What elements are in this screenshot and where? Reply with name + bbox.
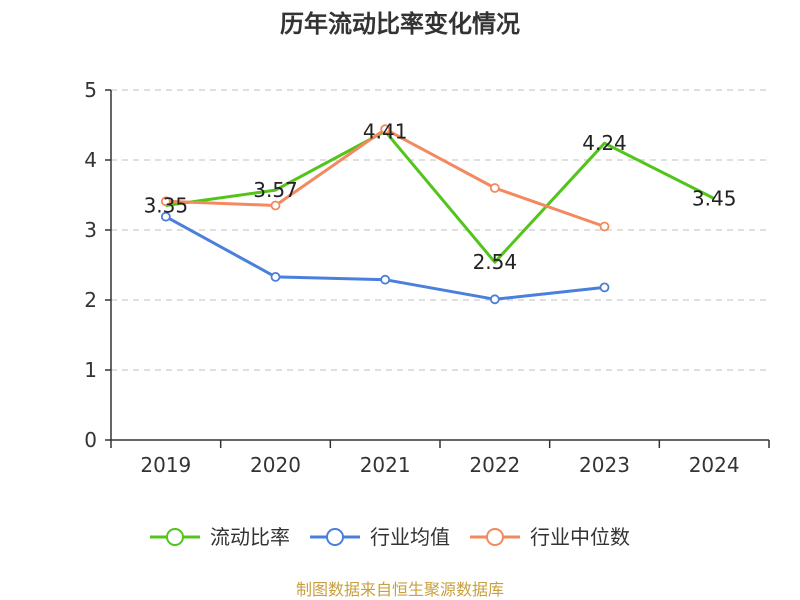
- y-tick-label: 5: [84, 78, 97, 102]
- grid-lines: [111, 89, 769, 371]
- y-tick-label: 2: [84, 288, 97, 312]
- y-tick-label: 3: [84, 218, 97, 242]
- data-labels: 3.35 3.57 4.41 2.54 4.24 3.45: [144, 119, 737, 274]
- chart-title: 历年流动比率变化情况: [280, 10, 520, 38]
- data-label: 3.35: [144, 194, 189, 218]
- legend-swatch-marker: [166, 528, 184, 546]
- data-point: [160, 196, 171, 207]
- legend-item: 行业中位数: [470, 525, 630, 549]
- data-point: [270, 271, 281, 282]
- series-line-0: [165, 129, 715, 264]
- series-line-1: [165, 215, 605, 301]
- legend-label: 行业中位数: [530, 525, 630, 549]
- data-point: [599, 282, 610, 293]
- data-point: [160, 211, 171, 222]
- legend: 流动比率 行业均值 行业中位数: [150, 525, 630, 549]
- series-group: [160, 124, 715, 305]
- source-note: 制图数据来自恒生聚源数据库: [296, 580, 504, 599]
- data-point: [380, 124, 391, 135]
- legend-swatch-marker: [326, 528, 344, 546]
- x-tick-label: 2020: [250, 453, 301, 477]
- legend-item: 行业均值: [310, 525, 450, 549]
- x-tick-label: 2019: [140, 453, 191, 477]
- x-tick-label: 2021: [360, 453, 411, 477]
- data-label: 3.57: [253, 178, 298, 202]
- data-point: [489, 294, 500, 305]
- data-label: 4.41: [363, 119, 408, 143]
- legend-label: 行业均值: [370, 525, 450, 549]
- y-tick-label: 4: [84, 148, 97, 172]
- data-point: [489, 183, 500, 193]
- data-label: 3.45: [692, 187, 737, 211]
- data-point: [380, 274, 391, 285]
- y-tick-label: 0: [84, 428, 97, 452]
- legend-item: 流动比率: [150, 525, 290, 549]
- data-point: [599, 221, 610, 232]
- data-point: [270, 200, 281, 211]
- data-label: 4.24: [582, 131, 627, 155]
- x-tick-label: 2024: [689, 453, 740, 477]
- x-tick-label: 2022: [469, 453, 520, 477]
- x-tick-label: 2023: [579, 453, 630, 477]
- legend-label: 流动比率: [210, 525, 290, 549]
- data-label: 2.54: [473, 250, 518, 274]
- axes: 0 1 2 3 4 5 2019 2020 2021 2022 2023 2024: [84, 78, 770, 477]
- legend-swatch-marker: [486, 528, 504, 546]
- series-line-2: [165, 127, 605, 228]
- y-tick-label: 1: [84, 358, 97, 382]
